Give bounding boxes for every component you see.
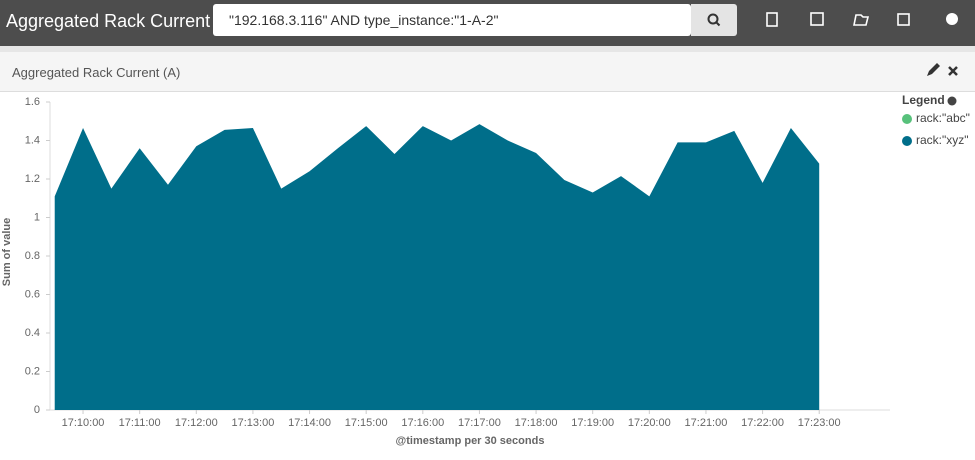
y-tick-label: 0	[34, 404, 40, 416]
app-title: Aggregated Rack Current	[6, 11, 211, 31]
y-tick-label: 1.4	[25, 134, 40, 146]
legend-title[interactable]: Legend	[902, 93, 945, 107]
legend-swatch	[902, 114, 912, 124]
x-tick-label: 17:21:00	[685, 417, 728, 429]
search-input[interactable]: "192.168.3.116" AND type_instance:"1-A-2…	[213, 4, 691, 36]
chart: @timestamp per 30 seconds Sum of value L…	[1, 93, 970, 447]
close-icon[interactable]	[948, 66, 958, 76]
x-tick-label: 17:18:00	[515, 417, 558, 429]
x-tick-label: 17:22:00	[741, 417, 784, 429]
x-tick-label: 17:19:00	[571, 417, 614, 429]
area	[54, 124, 820, 410]
search-button[interactable]	[691, 4, 737, 36]
top-bar: Aggregated Rack Current "192.168.3.116" …	[0, 0, 975, 46]
new-icon[interactable]	[766, 12, 778, 27]
x-tick-label: 17:23:00	[798, 417, 841, 429]
legend-swatch	[902, 136, 912, 146]
y-tick-label: 0.2	[25, 365, 40, 377]
y-tick-label: 1.6	[25, 96, 40, 108]
x-tick-label: 17:13:00	[232, 417, 275, 429]
legend-label[interactable]: rack:"xyz"	[916, 133, 969, 147]
options-icon[interactable]	[946, 13, 958, 25]
x-tick-label: 17:14:00	[288, 417, 331, 429]
legend-toggle[interactable]	[947, 96, 957, 106]
save-icon[interactable]	[810, 12, 824, 26]
separator	[0, 46, 975, 52]
x-tick-label: 17:20:00	[628, 417, 671, 429]
x-tick-label: 17:17:00	[458, 417, 501, 429]
y-tick-label: 1	[34, 211, 40, 223]
y-tick-label: 1.2	[25, 173, 40, 185]
x-tick-label: 17:15:00	[345, 417, 388, 429]
legend-label[interactable]: rack:"abc"	[916, 111, 970, 125]
y-tick-label: 0.6	[25, 288, 40, 300]
share-icon[interactable]	[897, 13, 910, 26]
panel-title: Aggregated Rack Current (A)	[12, 65, 181, 80]
x-axis-label: @timestamp per 30 seconds	[396, 435, 545, 447]
y-tick-label: 0.4	[25, 327, 40, 339]
x-tick-label: 17:12:00	[175, 417, 218, 429]
y-axis-label: Sum of value	[1, 218, 13, 286]
search-icon	[707, 13, 721, 27]
x-tick-label: 17:10:00	[62, 417, 105, 429]
x-tick-label: 17:11:00	[119, 417, 161, 429]
panel-actions	[927, 63, 958, 76]
edit-icon[interactable]	[927, 63, 940, 76]
x-tick-label: 17:16:00	[401, 417, 444, 429]
toolbar-icons	[766, 12, 958, 27]
panel-header: Aggregated Rack Current (A)	[0, 52, 975, 92]
open-icon[interactable]	[853, 14, 870, 26]
y-tick-label: 0.8	[25, 250, 40, 262]
